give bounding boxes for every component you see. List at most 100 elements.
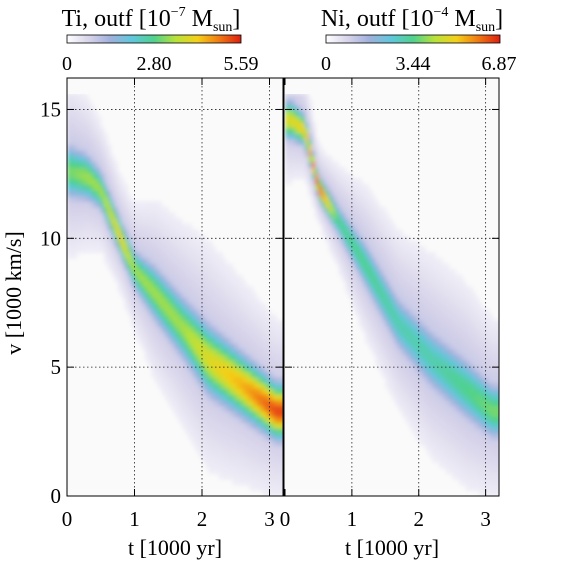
right-heatmap-cell (432, 274, 437, 282)
left-heatmap-cell (124, 303, 129, 310)
left-heatmap-cell (171, 376, 176, 384)
left-heatmap-cell (245, 456, 250, 463)
right-heatmap-cell (392, 280, 396, 287)
right-heatmap-cell (408, 314, 413, 321)
left-heatmap-cell (164, 303, 169, 310)
right-heatmap-cell (428, 354, 433, 361)
left-heatmap-cell (269, 325, 274, 333)
left-heatmap-cell (158, 274, 163, 282)
left-heatmap-cell (191, 280, 196, 287)
left-heatmap-cell (205, 388, 210, 395)
left-heatmap-cell (195, 433, 200, 440)
right-heatmap-cell (452, 450, 457, 457)
left-heatmap-cell (70, 246, 75, 253)
left-heatmap-cell (114, 206, 119, 214)
right-heatmap-cell (301, 138, 306, 146)
left-heatmap-cell (279, 399, 283, 406)
right-heatmap-cell (348, 252, 353, 259)
right-heatmap-cell (442, 376, 447, 384)
right-heatmap-cell (442, 461, 447, 469)
left-heatmap-cell (202, 371, 206, 378)
right-heatmap-cell (338, 201, 343, 208)
right-heatmap-cell (472, 314, 477, 321)
left-heatmap-cell (154, 229, 159, 236)
left-heatmap-cell (272, 444, 277, 452)
left-heatmap-cell (225, 286, 230, 293)
right-heatmap-cell (395, 359, 400, 367)
right-heatmap-cell (442, 450, 447, 457)
left-heatmap-cell (77, 167, 82, 174)
right-heatmap-cell (378, 218, 383, 225)
left-heatmap-cell (83, 99, 88, 106)
right-heatmap-cell (418, 382, 423, 389)
right-heatmap-cell (495, 393, 499, 401)
right-heatmap-cell (455, 444, 460, 452)
left-heatmap-cell (100, 138, 105, 146)
right-heatmap-cell (392, 348, 396, 355)
right-heatmap-cell (415, 382, 420, 389)
left-heatmap-cell (70, 195, 75, 202)
right-heatmap-cell (472, 473, 477, 480)
right-heatmap-cell (308, 110, 313, 117)
left-heatmap-cell (235, 337, 240, 344)
left-heatmap-cell (276, 478, 281, 486)
left-heatmap-cell (218, 348, 223, 355)
right-heatmap-cell (462, 444, 467, 452)
right-heatmap-cell (408, 297, 413, 304)
right-heatmap-cell (452, 416, 457, 423)
right-heatmap-cell (348, 291, 353, 299)
left-heatmap-cell (215, 274, 220, 282)
left-heatmap-cell (208, 371, 213, 378)
left-heatmap-cell (198, 240, 203, 248)
left-heatmap-cell (202, 450, 206, 457)
left-heatmap-cell (229, 410, 233, 418)
left-heatmap-cell (178, 331, 183, 338)
left-heatmap-cell (168, 246, 173, 253)
right-heatmap-cell (388, 371, 393, 378)
left-heatmap-cell (97, 127, 102, 134)
right-heatmap-cell (422, 405, 427, 412)
left-heatmap-cell (215, 422, 220, 429)
left-heatmap-cell (107, 161, 112, 168)
left-heatmap-cell (235, 354, 240, 361)
left-heatmap-cell (121, 235, 125, 242)
left-heatmap-cell (164, 206, 169, 214)
right-heatmap-cell (422, 337, 427, 344)
left-heatmap-cell (171, 348, 176, 355)
left-heatmap-cell (222, 393, 227, 401)
right-heatmap-cell (375, 269, 380, 276)
left-heatmap-cell (212, 399, 217, 406)
left-heatmap-cell (232, 478, 237, 486)
left-heatmap-cell (83, 178, 88, 185)
right-heatmap-cell (415, 240, 420, 248)
left-heatmap-cell (83, 121, 88, 129)
right-heatmap-cell (422, 314, 427, 321)
right-heatmap-cell (412, 331, 416, 338)
left-heatmap-cell (90, 172, 95, 180)
left-heatmap-cell (262, 359, 267, 367)
left-heatmap-cell (242, 433, 247, 440)
right-heatmap-cell (442, 297, 447, 304)
left-heatmap-cell (73, 212, 78, 219)
left-heatmap-cell (195, 393, 200, 401)
right-heatmap-cell (298, 138, 303, 146)
right-heatmap-cell (408, 325, 413, 333)
left-heatmap-cell (259, 354, 264, 361)
right-heatmap-cell (395, 342, 400, 350)
left-heatmap-cell (141, 201, 146, 208)
left-heatmap-cell (205, 269, 210, 276)
right-heatmap-cell (458, 320, 463, 327)
right-heatmap-cell (405, 382, 410, 389)
left-heatmap-cell (202, 405, 206, 412)
right-heatmap-cell (458, 439, 463, 446)
left-heatmap-cell (256, 473, 260, 480)
left-heatmap-cell (212, 359, 217, 367)
left-heatmap-cell (259, 410, 264, 418)
left-heatmap-cell (259, 382, 264, 389)
left-heatmap-cell (154, 286, 159, 293)
left-heatmap-cell (232, 337, 237, 344)
right-heatmap-cell (478, 314, 483, 321)
right-heatmap-cell (428, 280, 433, 287)
right-heatmap-cell (445, 359, 450, 367)
